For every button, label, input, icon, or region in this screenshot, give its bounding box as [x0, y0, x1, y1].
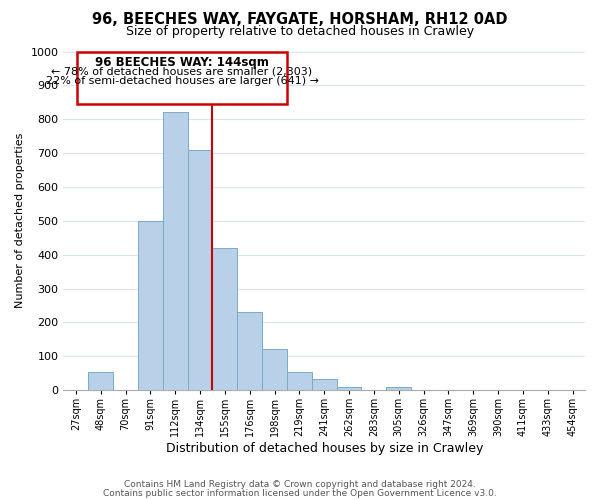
Bar — [163, 112, 188, 390]
Text: 22% of semi-detached houses are larger (641) →: 22% of semi-detached houses are larger (… — [46, 76, 319, 86]
Text: Size of property relative to detached houses in Crawley: Size of property relative to detached ho… — [126, 25, 474, 38]
Text: 96, BEECHES WAY, FAYGATE, HORSHAM, RH12 0AD: 96, BEECHES WAY, FAYGATE, HORSHAM, RH12 … — [92, 12, 508, 28]
Text: ← 78% of detached houses are smaller (2,303): ← 78% of detached houses are smaller (2,… — [52, 67, 313, 77]
X-axis label: Distribution of detached houses by size in Crawley: Distribution of detached houses by size … — [166, 442, 483, 455]
Bar — [287, 372, 312, 390]
Text: Contains public sector information licensed under the Open Government Licence v3: Contains public sector information licen… — [103, 489, 497, 498]
FancyBboxPatch shape — [77, 52, 287, 104]
Bar — [386, 386, 411, 390]
Bar — [212, 248, 237, 390]
Bar — [237, 312, 262, 390]
Bar — [262, 350, 287, 390]
Bar — [312, 380, 337, 390]
Bar — [88, 372, 113, 390]
Text: Contains HM Land Registry data © Crown copyright and database right 2024.: Contains HM Land Registry data © Crown c… — [124, 480, 476, 489]
Y-axis label: Number of detached properties: Number of detached properties — [15, 133, 25, 308]
Bar — [337, 386, 361, 390]
Text: 96 BEECHES WAY: 144sqm: 96 BEECHES WAY: 144sqm — [95, 56, 269, 69]
Bar — [138, 221, 163, 390]
Bar — [188, 150, 212, 390]
